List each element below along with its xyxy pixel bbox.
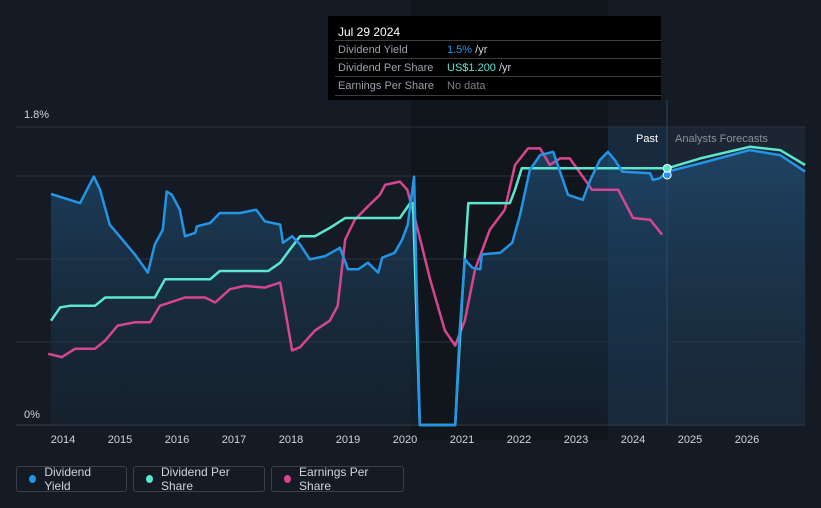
legend-dot-icon: [29, 475, 37, 483]
legend-label: Dividend Per Share: [161, 465, 230, 493]
legend-earnings-per-share[interactable]: Earnings Per Share: [271, 465, 404, 493]
y-tick-max: 1.8%: [24, 109, 49, 121]
legend-label: Dividend Yield: [44, 465, 92, 493]
tooltip-row-eps: Earnings Per Share No data: [335, 76, 661, 96]
x-tick-label: 2018: [279, 434, 303, 446]
x-tick-label: 2016: [165, 434, 189, 446]
dividend-per-share-marker: [662, 163, 672, 173]
dividend-yield-area: [51, 150, 806, 425]
legend-label: Earnings Per Share: [299, 465, 369, 493]
past-label: Past: [636, 133, 658, 145]
x-tick-label: 2015: [108, 434, 132, 446]
x-tick-label: 2019: [336, 434, 360, 446]
tooltip-date: Jul 29 2024: [338, 25, 401, 39]
tooltip-value: No data: [447, 80, 486, 92]
tooltip-label: Dividend Yield: [338, 44, 408, 56]
y-tick-min: 0%: [24, 409, 40, 421]
legend-dividend-yield[interactable]: Dividend Yield: [16, 465, 127, 493]
legend-dot-icon: [146, 475, 153, 483]
tooltip-row-dps: Dividend Per Share US$1.200 /yr: [335, 58, 661, 77]
x-tick-label: 2026: [735, 434, 759, 446]
tooltip-label: Earnings Per Share: [338, 80, 434, 92]
x-tick-label: 2017: [222, 434, 246, 446]
tooltip: Jul 29 2024 Dividend Yield 1.5% /yr Divi…: [328, 16, 661, 100]
legend-dividend-per-share[interactable]: Dividend Per Share: [133, 465, 265, 493]
tooltip-row-yield: Dividend Yield 1.5% /yr: [335, 40, 661, 59]
earnings-per-share-line: [47, 147, 664, 359]
tooltip-unit: /yr: [472, 44, 488, 56]
x-tick-label: 2014: [51, 434, 75, 446]
legend-dot-icon: [284, 475, 292, 483]
x-tick-label: 2020: [393, 434, 417, 446]
dividend-yield-line: [50, 148, 806, 427]
forecast-label: Analysts Forecasts: [675, 133, 768, 145]
x-tick-label: 2024: [621, 434, 645, 446]
x-tick-label: 2025: [678, 434, 702, 446]
x-tick-label: 2022: [507, 434, 531, 446]
tooltip-label: Dividend Per Share: [338, 62, 434, 74]
dividend-per-share-line: [49, 145, 806, 427]
tooltip-value: 1.5%: [447, 44, 473, 56]
tooltip-unit: /yr: [495, 62, 512, 74]
tooltip-value: US$1.200: [447, 62, 496, 74]
x-tick-label: 2023: [564, 434, 588, 446]
x-tick-label: 2021: [450, 434, 474, 446]
